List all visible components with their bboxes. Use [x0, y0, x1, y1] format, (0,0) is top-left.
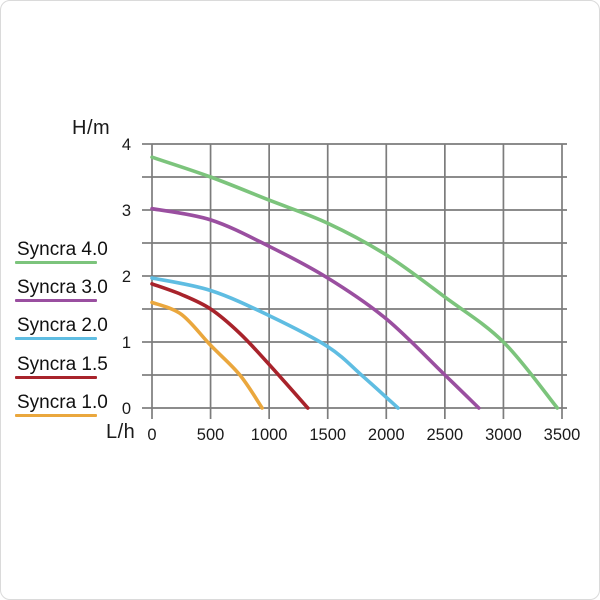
- y-tick-label: 3: [122, 202, 131, 220]
- curve-syncra-3.0: [150, 206, 481, 410]
- x-tick-label: 1500: [309, 426, 346, 444]
- legend-swatch: [15, 376, 97, 379]
- legend-label: Syncra 4.0: [17, 239, 108, 260]
- legend-item: Syncra 3.0: [15, 277, 108, 302]
- y-tick-label: 4: [122, 136, 131, 154]
- legend-swatch: [15, 261, 97, 264]
- x-tick-label: 500: [197, 426, 225, 444]
- curve-syncra-1.0: [150, 300, 264, 410]
- x-axis-unit-label: L/h: [106, 421, 136, 443]
- legend-label: Syncra 1.0: [17, 392, 108, 413]
- x-tick-label: 0: [147, 426, 156, 444]
- y-tick-label: 2: [122, 268, 131, 286]
- curve-syncra-4.0: [150, 155, 560, 410]
- x-tick-label: 2000: [368, 426, 405, 444]
- legend-item: Syncra 1.0: [15, 392, 108, 417]
- x-tick-label: 3500: [544, 426, 581, 444]
- x-tick-label: 2500: [426, 426, 463, 444]
- legend-swatch: [15, 337, 97, 340]
- legend-item: Syncra 2.0: [15, 315, 108, 340]
- y-axis-unit-label: H/m: [72, 117, 111, 139]
- legend-item: Syncra 1.5: [15, 354, 108, 379]
- legend-label: Syncra 1.5: [17, 354, 108, 375]
- curve-syncra-1.5: [150, 282, 310, 410]
- legend-swatch: [15, 299, 97, 302]
- legend-label: Syncra 3.0: [17, 277, 108, 298]
- legend-swatch: [15, 414, 97, 417]
- legend-label: Syncra 2.0: [17, 315, 108, 336]
- legend-item: Syncra 4.0: [15, 239, 108, 264]
- curve-syncra-2.0: [150, 276, 400, 410]
- x-tick-label: 1000: [251, 426, 288, 444]
- x-tick-label: 3000: [485, 426, 522, 444]
- y-tick-label: 0: [122, 400, 131, 418]
- y-tick-label: 1: [122, 334, 131, 352]
